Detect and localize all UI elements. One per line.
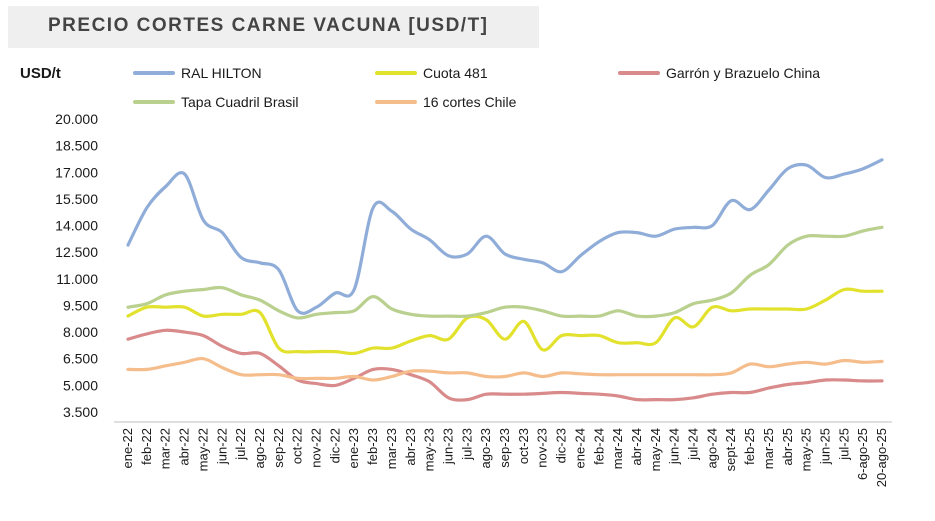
x-tick-label: mar-23 [384, 428, 399, 469]
x-tick-label: feb-23 [365, 428, 380, 465]
y-tick-label: 12.500 [55, 244, 98, 260]
legend-item-cuota-481: Cuota 481 [375, 63, 488, 83]
y-tick-label: 5.000 [63, 377, 98, 393]
x-tick-label: jun-22 [214, 428, 229, 465]
x-tick-label: jul-24 [686, 428, 701, 461]
x-tick-label: ene-23 [346, 428, 361, 468]
y-tick-label: 6.500 [63, 351, 98, 367]
x-tick-label: ago-24 [704, 428, 719, 468]
y-tick-label: 17.000 [55, 164, 98, 180]
series-line-ral-hilton [126, 158, 884, 315]
legend-swatch-16-cortes-chile [375, 100, 417, 104]
x-tick-label: 20-ago-25 [874, 428, 889, 487]
x-tick-label: may-24 [648, 428, 663, 471]
chart-title: PRECIO CORTES CARNE VACUNA [USD/T] [48, 15, 489, 36]
legend-item-ral-hilton: RAL HILTON [133, 63, 262, 83]
y-tick-label: 15.500 [55, 191, 98, 207]
legend-swatch-cuota-481 [375, 71, 417, 75]
x-tick-label: ene-24 [572, 428, 587, 468]
x-tick-label: may-23 [422, 428, 437, 471]
y-axis-unit-label: USD/t [20, 65, 61, 82]
legend-label-16-cortes-chile: 16 cortes Chile [423, 94, 517, 110]
x-tick-label: abr-22 [177, 428, 192, 466]
x-tick-label: jun-24 [667, 428, 682, 465]
legend-label-garron-brazuelo-china: Garrón y Brazuelo China [666, 65, 821, 81]
x-tick-label: abr-25 [780, 428, 795, 466]
x-tick-label: oct-22 [290, 428, 305, 464]
x-tick-label: dic-23 [554, 428, 569, 463]
x-tick-label: ene-22 [120, 428, 135, 468]
x-tick-label: may-25 [799, 428, 814, 471]
legend-label-ral-hilton: RAL HILTON [181, 65, 262, 81]
legend-item-tapa-cuadril-brasil: Tapa Cuadril Brasil [133, 92, 299, 112]
x-tick-label: sept-24 [723, 428, 738, 471]
series-line-16-cortes-chile [126, 356, 884, 382]
x-tick-label: feb-24 [591, 428, 606, 465]
x-tick-label: nov-23 [535, 428, 550, 468]
y-tick-label: 20.000 [55, 111, 98, 127]
x-tick-label: mar-24 [610, 428, 625, 469]
x-tick-label: feb-25 [742, 428, 757, 465]
x-tick-label: abr-23 [403, 428, 418, 466]
x-tick-label: ago-22 [252, 428, 267, 468]
x-tick-label: nov-22 [309, 428, 324, 468]
legend-swatch-ral-hilton [133, 71, 175, 75]
x-tick-label: mar-22 [158, 428, 173, 469]
series-line-cuota-481 [126, 287, 884, 356]
y-tick-label: 8.000 [63, 324, 98, 340]
title-band: PRECIO CORTES CARNE VACUNA [USD/T] [8, 6, 539, 48]
legend-item-16-cortes-chile: 16 cortes Chile [375, 92, 516, 112]
x-tick-label: sep-22 [271, 428, 286, 468]
x-tick-label: dic-22 [327, 428, 342, 463]
y-tick-label: 11.000 [56, 271, 98, 287]
series-line-tapa-cuadril-brasil [126, 225, 884, 320]
legend-swatch-tapa-cuadril-brasil [133, 100, 175, 104]
x-tick-label: jul-25 [836, 428, 851, 461]
x-tick-label: oct-23 [516, 428, 531, 464]
x-tick-label: abr-24 [629, 428, 644, 466]
y-tick-label: 3.500 [63, 404, 98, 420]
x-tick-label: jul-22 [233, 428, 248, 461]
y-tick-label: 18.500 [55, 138, 98, 154]
x-tick-label: jun-23 [440, 428, 455, 465]
y-tick-label: 14.000 [55, 218, 98, 234]
series-line-garron-brazuelo-china [126, 328, 884, 402]
legend-label-cuota-481: Cuota 481 [423, 65, 488, 81]
x-tick-label: mar-25 [761, 428, 776, 469]
y-tick-label: 9.500 [63, 297, 98, 313]
x-tick-label: feb-22 [139, 428, 154, 465]
x-tick-label: jun-25 [817, 428, 832, 465]
x-tick-label: 6-ago-25 [855, 428, 870, 480]
x-tick-label: jul-23 [459, 428, 474, 461]
x-tick-label: sep-23 [497, 428, 512, 468]
legend-swatch-garron-brazuelo-china [618, 71, 660, 75]
legend-item-garron-brazuelo-china: Garrón y Brazuelo China [618, 63, 820, 83]
legend-label-tapa-cuadril-brasil: Tapa Cuadril Brasil [181, 94, 299, 110]
x-tick-label: ago-23 [478, 428, 493, 468]
x-tick-label: may-22 [195, 428, 210, 471]
